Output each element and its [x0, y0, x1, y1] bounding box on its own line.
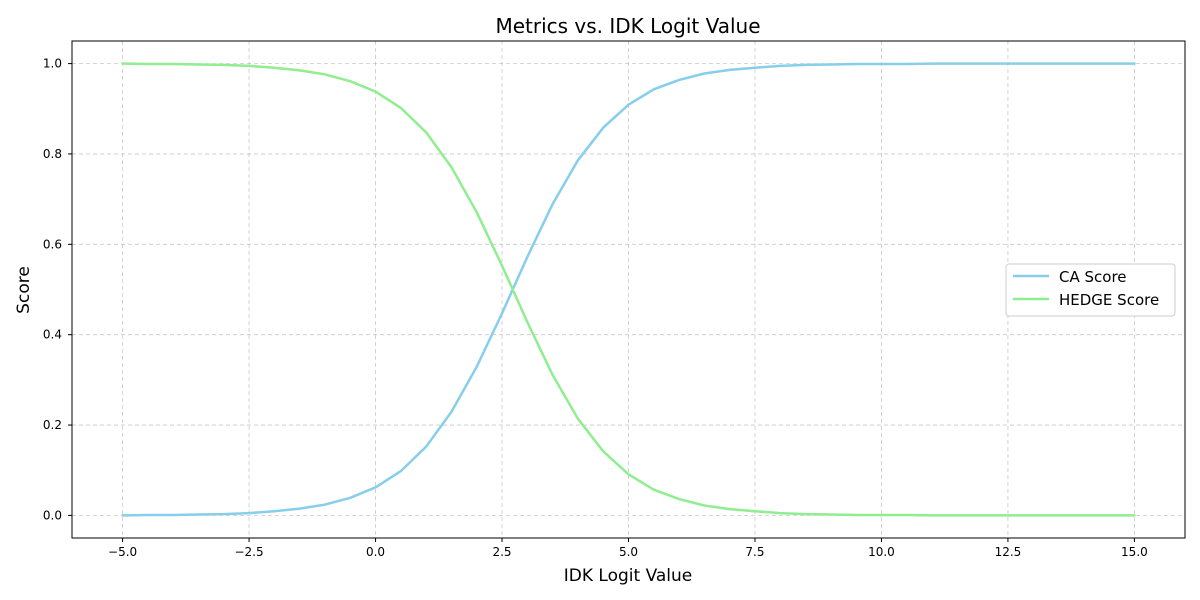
x-tick-label: 5.0	[619, 545, 638, 559]
y-axis-title: Score	[14, 266, 34, 314]
x-tick-label: 2.5	[492, 545, 511, 559]
series-line-ca-score	[121, 62, 1136, 517]
x-tick-label: 7.5	[745, 545, 764, 559]
chart-title: Metrics vs. IDK Logit Value	[495, 14, 760, 38]
y-axis-ticks: 0.0 0.2 0.4 0.6 0.8 1.0	[43, 57, 72, 522]
x-tick-label: −2.5	[234, 545, 263, 559]
y-tick-label: 1.0	[43, 57, 62, 71]
y-tick-label: 0.2	[43, 418, 62, 432]
x-tick-label: 12.5	[995, 545, 1022, 559]
y-tick-label: 0.0	[43, 508, 62, 522]
series-lines	[121, 62, 1136, 517]
x-axis-ticks: −5.0 −2.5 0.0 2.5 5.0 7.5 10.0 12.5 15.0	[108, 538, 1148, 559]
x-axis-title: IDK Logit Value	[564, 566, 693, 586]
y-tick-label: 0.4	[43, 328, 62, 342]
series-line-hedge-score	[121, 62, 1136, 517]
y-tick-label: 0.8	[43, 147, 62, 161]
x-tick-label: 15.0	[1121, 545, 1148, 559]
x-tick-label: 0.0	[366, 545, 385, 559]
legend-label-hedge-score: HEDGE Score	[1059, 291, 1159, 309]
x-tick-label: 10.0	[868, 545, 895, 559]
legend-label-ca-score: CA Score	[1059, 268, 1127, 286]
x-tick-label: −5.0	[108, 545, 137, 559]
legend: CA Score HEDGE Score	[1005, 263, 1176, 317]
y-tick-label: 0.6	[43, 237, 62, 251]
